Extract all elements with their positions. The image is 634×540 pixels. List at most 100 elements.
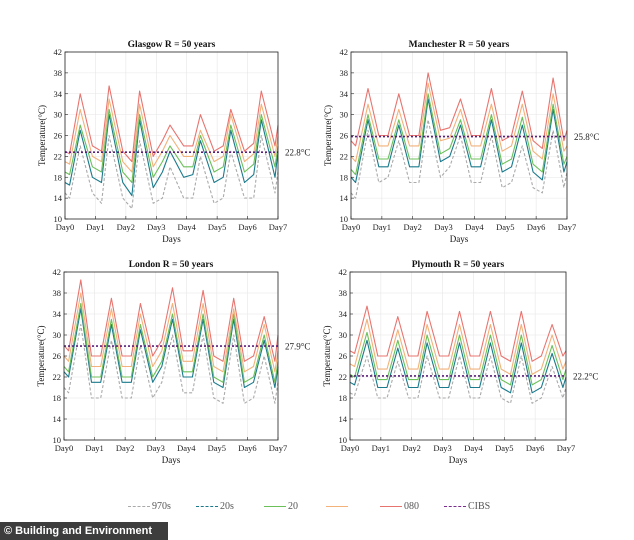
series-line: [63, 323, 279, 404]
chart-panel: 22.2°C 10 14 18 22 26 30 34 38 42 Day0 Day1 Day2 Day3…: [322, 260, 598, 465]
legend-label: 20: [288, 501, 298, 512]
legend-entry: 20s: [196, 501, 234, 512]
legend-label: 970s: [152, 501, 171, 512]
y-tick-label: 34: [339, 309, 348, 319]
chart-title: Glasgow R = 50 years: [128, 40, 216, 50]
y-tick-label: 18: [53, 393, 62, 403]
chart-panel: 27.9°C 10 14 18 22 26 30 34 38 42 Day0 Day1 Day2 Day3…: [36, 260, 310, 465]
x-tick-label: Day0: [56, 222, 74, 232]
threshold-label: 22.8°C: [285, 148, 310, 158]
y-tick-label: 14: [53, 414, 62, 424]
x-axis-label: Days: [162, 455, 181, 465]
x-tick-label: Day1: [86, 222, 104, 232]
legend-entry: 080: [380, 501, 419, 512]
x-tick-label: Day5: [496, 222, 514, 232]
y-tick-label: 18: [54, 172, 63, 182]
y-tick-label: 26: [340, 131, 349, 141]
series-line: [63, 302, 279, 383]
x-tick-label: Day1: [373, 222, 391, 232]
y-tick-label: 38: [54, 68, 63, 78]
y-tick-label: 14: [54, 193, 63, 203]
legend-swatch: [196, 506, 218, 508]
y-tick-label: 38: [339, 288, 348, 298]
y-tick-label: 42: [53, 267, 62, 277]
y-tick-label: 34: [54, 89, 63, 99]
y-tick-label: 26: [53, 351, 62, 361]
x-tick-label: Day4: [464, 443, 483, 453]
legend-swatch: [326, 506, 348, 508]
legend-swatch: [128, 506, 150, 508]
x-tick-label: Day2: [116, 443, 134, 453]
chart-title: London R = 50 years: [129, 260, 214, 270]
y-axis-label: Temperature(°C): [322, 326, 332, 387]
x-tick-label: Day1: [372, 443, 390, 453]
x-tick-label: Day4: [465, 222, 484, 232]
legend-entry: [326, 501, 350, 512]
x-tick-label: Day5: [495, 443, 513, 453]
y-tick-label: 18: [340, 172, 349, 182]
y-tick-label: 22: [54, 151, 63, 161]
y-axis-label: Temperature(°C): [37, 105, 47, 166]
x-tick-label: Day6: [526, 443, 544, 453]
legend-label: CIBS: [468, 501, 491, 512]
threshold-label: 22.2°C: [573, 371, 598, 381]
x-tick-label: Day3: [433, 443, 451, 453]
series-line: [350, 93, 568, 176]
y-tick-label: 30: [339, 330, 348, 340]
series-line: [63, 292, 279, 373]
series-line: [349, 331, 567, 386]
source-credit: © Building and Environment: [0, 522, 168, 540]
y-tick-label: 14: [339, 414, 348, 424]
series-line: [350, 82, 568, 163]
x-tick-label: Day5: [208, 443, 226, 453]
x-axis-label: Days: [162, 234, 181, 244]
x-tick-label: Day2: [404, 222, 422, 232]
series-line: [349, 318, 567, 375]
legend-label: 080: [404, 501, 419, 512]
y-tick-label: 26: [339, 351, 348, 361]
x-tick-label: Day3: [434, 222, 452, 232]
x-tick-label: Day3: [147, 222, 165, 232]
x-axis-label: Days: [449, 455, 468, 465]
series-line: [64, 114, 279, 197]
x-tick-label: Day0: [55, 443, 73, 453]
chart-title: Manchester R = 50 years: [409, 40, 510, 50]
series-line: [349, 339, 567, 394]
charts-figure: 22.8°C 10 14 18 22 26 30 34 38 42 Day0 Day1 Day2 Day3…: [36, 40, 599, 465]
chart-panel: 25.8°C 10 14 18 22 26 30 34 38 42 Day0 Day1 Day2 Day3…: [323, 40, 599, 244]
x-tick-label: Day2: [117, 222, 135, 232]
chart-panel: 22.8°C 10 14 18 22 26 30 34 38 42 Day0 Day1 Day2 Day3…: [37, 40, 310, 244]
x-tick-label: Day2: [403, 443, 421, 453]
y-tick-label: 42: [340, 47, 349, 57]
series-line: [349, 355, 567, 404]
y-tick-label: 22: [340, 151, 349, 161]
y-tick-label: 10: [340, 214, 349, 224]
y-tick-label: 42: [54, 47, 63, 57]
legend-label: 20s: [220, 501, 234, 512]
x-tick-label: Day7: [269, 222, 287, 232]
legend-entry: 20: [264, 501, 298, 512]
y-tick-label: 38: [340, 68, 349, 78]
x-tick-label: Day6: [527, 222, 545, 232]
y-tick-label: 22: [339, 372, 348, 382]
x-tick-label: Day1: [85, 443, 103, 453]
y-tick-label: 34: [53, 309, 62, 319]
x-tick-label: Day5: [208, 222, 226, 232]
x-tick-label: Day0: [341, 443, 359, 453]
legend-entry: CIBS: [444, 501, 490, 512]
x-tick-label: Day6: [238, 222, 256, 232]
threshold-label: 27.9°C: [285, 342, 310, 352]
legend-swatch: [264, 506, 286, 508]
chart-legend: 970s 20s 20 080 CIBS: [118, 497, 518, 519]
series-line: [64, 134, 279, 210]
threshold-label: 25.8°C: [574, 132, 599, 142]
y-tick-label: 26: [54, 131, 63, 141]
series-line: [349, 305, 567, 362]
y-tick-label: 10: [339, 435, 348, 445]
x-tick-label: Day7: [269, 443, 287, 453]
y-tick-label: 30: [340, 110, 349, 120]
y-axis-label: Temperature(°C): [323, 105, 333, 166]
x-tick-label: Day0: [342, 222, 360, 232]
x-tick-label: Day7: [557, 443, 575, 453]
legend-entry: 970s: [128, 501, 171, 512]
